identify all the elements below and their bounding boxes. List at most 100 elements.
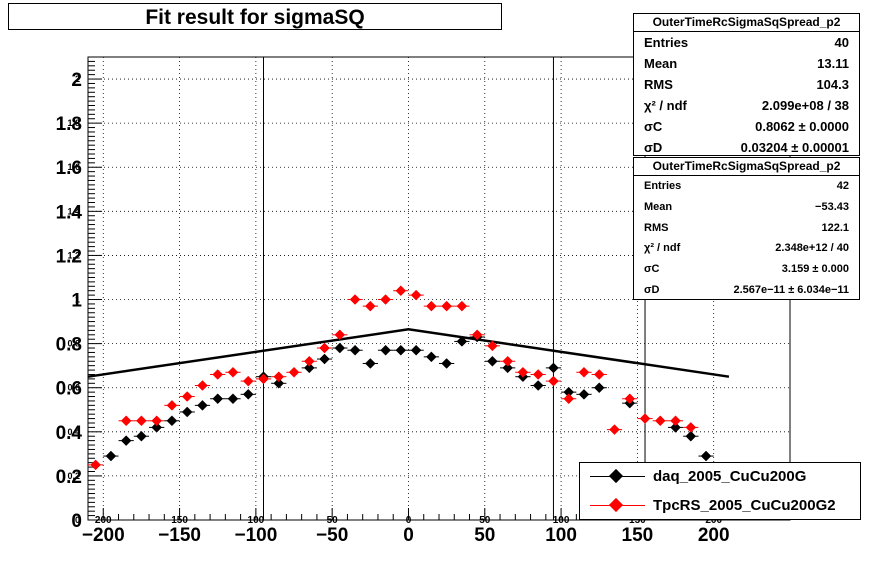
legend-marker xyxy=(608,497,624,513)
legend-entry-daq: daq_2005_CuCu200G xyxy=(580,463,860,491)
data-point-tpcrs xyxy=(227,366,239,378)
data-point-tpcrs xyxy=(181,391,193,402)
x-inner-tick-label: 50 xyxy=(479,515,491,526)
data-point-daq xyxy=(334,342,346,354)
stats-value: 0.03204 ± 0.00001 xyxy=(740,140,849,155)
data-point-daq xyxy=(410,344,422,356)
stats-row: RMS 122.1 xyxy=(634,218,859,239)
x-tick-label: −150 xyxy=(158,525,201,546)
stats-value: 13.11 xyxy=(817,56,849,71)
y-inner-tick-label: 1.2 xyxy=(67,250,80,260)
stats-row: Entries 42 xyxy=(634,176,859,197)
data-point-tpcrs xyxy=(487,340,498,352)
stats-value: 40 xyxy=(834,35,849,50)
data-point-tpcrs xyxy=(364,300,376,312)
x-tick-label: 200 xyxy=(698,525,730,546)
data-point-tpcrs xyxy=(303,355,315,367)
x-tick-label: −200 xyxy=(82,525,125,546)
data-point-tpcrs xyxy=(380,294,391,305)
data-point-daq xyxy=(395,344,407,356)
data-point-tpcrs xyxy=(120,415,132,427)
y-inner-tick-label: 0.6 xyxy=(67,383,80,393)
x-inner-tick-label: 50 xyxy=(327,515,339,526)
y-tick-label: 1.6 xyxy=(56,158,82,179)
stats-row: σC 3.159 ± 0.000 xyxy=(634,259,859,280)
data-point-daq xyxy=(548,362,559,374)
data-point-daq xyxy=(242,388,254,400)
stats-value: 2.348e+12 / 40 xyxy=(775,242,849,255)
data-point-daq xyxy=(303,362,315,374)
stats-label: χ² / ndf xyxy=(644,98,687,113)
data-point-daq xyxy=(441,358,452,369)
data-point-daq xyxy=(380,344,391,356)
y-tick-label: 1.4 xyxy=(56,202,83,223)
stats-label: Mean xyxy=(644,200,673,213)
data-point-tpcrs xyxy=(624,393,636,405)
stats-value: 42 xyxy=(836,180,849,192)
stats-header: OuterTimeRcSigmaSqSpread_p2 xyxy=(634,14,859,32)
data-point-tpcrs xyxy=(166,399,178,411)
x-tick-label: 100 xyxy=(545,525,577,546)
data-point-tpcrs xyxy=(502,355,514,367)
data-point-daq xyxy=(166,415,178,427)
data-point-tpcrs xyxy=(334,329,346,341)
data-point-tpcrs xyxy=(456,300,468,312)
x-tick-label: −100 xyxy=(234,525,277,546)
stats-row: σD 0.03204 ± 0.00001 xyxy=(634,137,859,158)
data-point-daq xyxy=(197,399,208,411)
stats-row: RMS 104.3 xyxy=(634,74,859,95)
data-point-daq xyxy=(212,393,224,405)
y-tick-label: 1.8 xyxy=(56,114,82,135)
x-inner-tick-label: 150 xyxy=(629,515,646,526)
stats-value: 104.3 xyxy=(816,77,849,92)
x-inner-tick-label: 0 xyxy=(406,515,412,526)
data-point-daq xyxy=(532,380,544,391)
stats-row: σC 0.8062 ± 0.0000 xyxy=(634,116,859,137)
stats-label: Entries xyxy=(644,35,689,50)
data-point-daq xyxy=(273,377,285,389)
data-point-daq xyxy=(670,422,681,433)
data-point-tpcrs xyxy=(578,366,590,378)
x-inner-tick-label: 150 xyxy=(171,515,188,526)
data-point-daq xyxy=(319,353,330,365)
stats-label: χ² / ndf xyxy=(644,242,681,255)
stats-value: 122.1 xyxy=(821,221,849,234)
data-point-tpcrs xyxy=(349,294,361,305)
data-point-daq xyxy=(227,393,239,405)
x-tick-label: 0 xyxy=(403,525,414,546)
data-point-tpcrs xyxy=(288,366,300,378)
y-inner-tick-label: 2 xyxy=(75,74,80,84)
data-point-tpcrs xyxy=(609,424,620,435)
stats-row: χ² / ndf 2.099e+08 / 38 xyxy=(634,95,859,116)
stats-row: Mean 13.11 xyxy=(634,53,859,74)
x-tick-label: −50 xyxy=(316,525,348,546)
data-point-daq xyxy=(364,358,376,369)
y-tick-label: 2 xyxy=(71,70,82,91)
data-point-tpcrs xyxy=(639,413,651,424)
y-tick-label: 0.4 xyxy=(56,423,83,444)
stats-box-daq: OuterTimeRcSigmaSqSpread_p2 Entries 40 Me… xyxy=(633,13,860,156)
data-point-tpcrs xyxy=(212,369,224,380)
stats-row: Entries 40 xyxy=(634,32,859,53)
stats-label: σD xyxy=(644,283,660,296)
data-point-tpcrs xyxy=(258,373,269,385)
y-inner-tick-label: 1.6 xyxy=(67,162,80,172)
stats-box-tpcrs: OuterTimeRcSigmaSqSpread_p2 Entries 42 Me… xyxy=(633,157,860,300)
stats-label: RMS xyxy=(644,221,669,234)
data-point-tpcrs xyxy=(517,366,529,378)
stats-label: σD xyxy=(644,140,663,155)
data-point-daq xyxy=(700,450,712,462)
chart-title: Fit result for sigmaSQ xyxy=(8,3,502,30)
data-point-daq xyxy=(502,362,514,374)
data-point-tpcrs xyxy=(593,369,605,380)
stats-value: 2.567e−11 ± 6.034e−11 xyxy=(733,283,849,296)
data-point-daq xyxy=(120,435,132,446)
data-point-tpcrs xyxy=(563,393,575,405)
data-point-tpcrs xyxy=(242,375,254,387)
x-inner-tick-label: 200 xyxy=(705,515,722,526)
stats-row: Mean −53.43 xyxy=(634,197,859,218)
x-inner-tick-label: 100 xyxy=(553,515,570,526)
y-inner-tick-label: 0.4 xyxy=(67,427,80,437)
legend: daq_2005_CuCu200G TpcRS_2005_CuCu200G2 xyxy=(579,462,861,520)
x-tick-label: 150 xyxy=(622,525,654,546)
